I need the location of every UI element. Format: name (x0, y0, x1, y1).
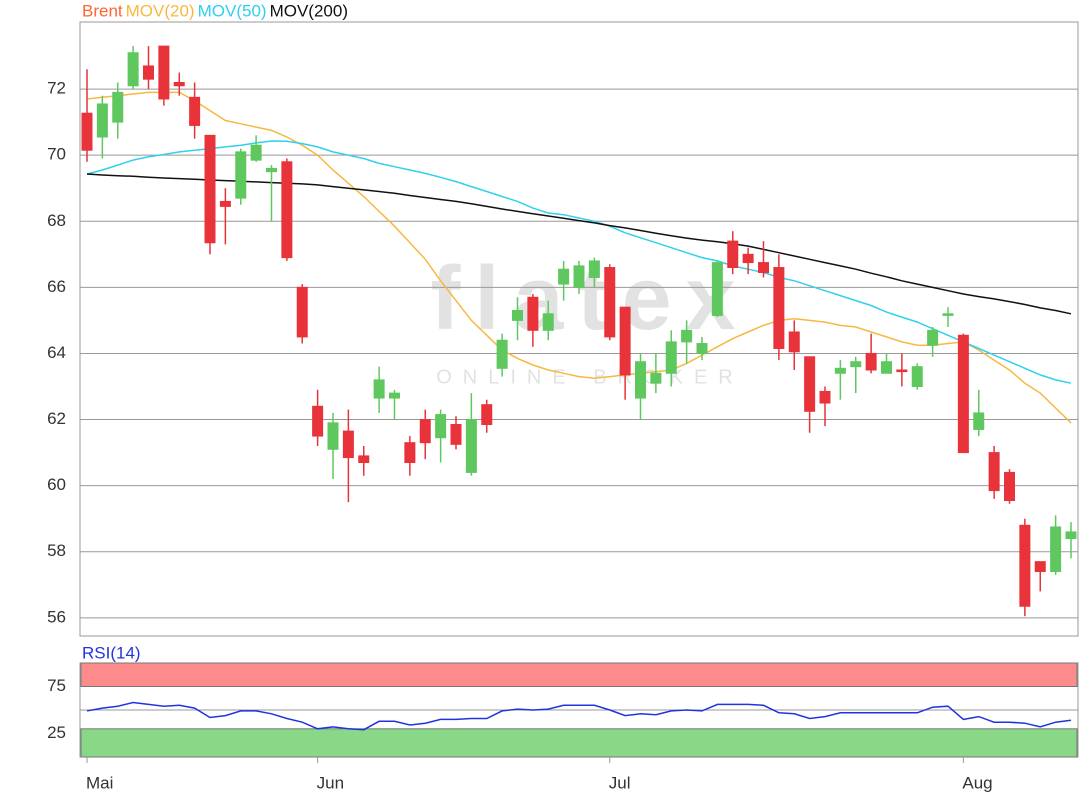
candle-body (604, 267, 616, 338)
candle-body (665, 341, 677, 374)
candle-body (850, 361, 862, 368)
candle-body (419, 419, 431, 444)
candle-body (1050, 526, 1062, 573)
candle-body (496, 339, 508, 369)
candle-body (481, 404, 493, 426)
line (86, 173, 1072, 315)
candle-body (696, 343, 708, 354)
candle-body (558, 268, 570, 285)
candle-body (435, 414, 447, 439)
candle-body (619, 306, 631, 376)
y-tick-label: 56 (47, 607, 66, 626)
y-tick-label: 25 (47, 723, 66, 742)
y-tick-label: 64 (47, 343, 66, 362)
candle-body (327, 422, 339, 450)
candle-body (834, 367, 846, 374)
candle-body (896, 369, 908, 373)
candle-body (219, 200, 231, 207)
candle-body (312, 405, 324, 437)
candle-body (635, 361, 646, 399)
candle-body (727, 240, 739, 269)
candle-body (127, 52, 139, 87)
candle-body (942, 313, 954, 316)
candle-body (465, 419, 477, 473)
line (86, 91, 1072, 424)
candle-body (296, 286, 308, 338)
candle-body (973, 412, 985, 430)
rsi-zone (80, 728, 1078, 758)
candle-body (173, 81, 185, 87)
x-tick-label: Aug (962, 773, 992, 792)
y-tick-label: 60 (47, 475, 66, 494)
candle-body (143, 65, 154, 80)
candle-body (681, 329, 693, 343)
candle-body (758, 262, 769, 273)
candle-body (1065, 531, 1077, 540)
candle-body (450, 424, 462, 445)
line (86, 140, 1072, 384)
candle-body (911, 366, 923, 388)
y-tick-label: 58 (47, 541, 66, 560)
legend-entry: MOV(50) (198, 1, 267, 20)
candle-body (1019, 524, 1031, 607)
legend-entry: Brent (82, 1, 123, 20)
candle-body (204, 134, 216, 244)
candle-body (773, 267, 785, 349)
candle-body (358, 455, 370, 464)
candle-body (819, 390, 831, 404)
line (86, 701, 1072, 731)
y-tick-label: 70 (47, 145, 66, 164)
legend-entry: MOV(20) (126, 1, 195, 20)
candle-body (404, 442, 416, 464)
candle-body (865, 352, 877, 371)
candle-body (281, 161, 293, 259)
candle-body (1004, 471, 1015, 502)
candle-body (927, 329, 939, 346)
x-tick-label: Jul (609, 773, 631, 792)
candle-body (389, 392, 400, 399)
x-tick-label: Jun (317, 773, 344, 792)
x-tick-label: Mai (86, 773, 113, 792)
candle-body (788, 331, 800, 353)
y-tick-label: 62 (47, 409, 66, 428)
candle-body (804, 356, 816, 412)
candle-body (588, 260, 600, 278)
candle-body (342, 430, 354, 459)
candle-body (711, 262, 723, 316)
candle-body (81, 112, 93, 151)
candle-body (266, 167, 277, 173)
candle-body (158, 45, 170, 100)
rsi-label: RSI(14) (82, 643, 141, 662)
candle-body (189, 96, 201, 126)
candle-body (112, 91, 124, 123)
y-tick-label: 68 (47, 211, 66, 230)
candle-body (542, 313, 554, 331)
candle-body (957, 334, 969, 454)
candle-body (573, 265, 585, 288)
y-tick-label: 75 (47, 676, 66, 695)
candle-body (742, 253, 754, 264)
candle-body (1034, 561, 1046, 573)
candle-body (96, 103, 108, 138)
candle-body (250, 144, 262, 161)
candle-body (512, 309, 523, 321)
rsi-zone (80, 662, 1078, 687)
candle-body (235, 151, 247, 199)
candle-body (650, 372, 662, 384)
legend-entry: MOV(200) (270, 1, 348, 20)
candle-body (988, 452, 1000, 492)
candle-body (373, 379, 385, 399)
y-tick-label: 72 (47, 79, 66, 98)
y-tick-label: 66 (47, 277, 66, 296)
candle-body (881, 361, 892, 374)
candle-body (527, 296, 539, 331)
